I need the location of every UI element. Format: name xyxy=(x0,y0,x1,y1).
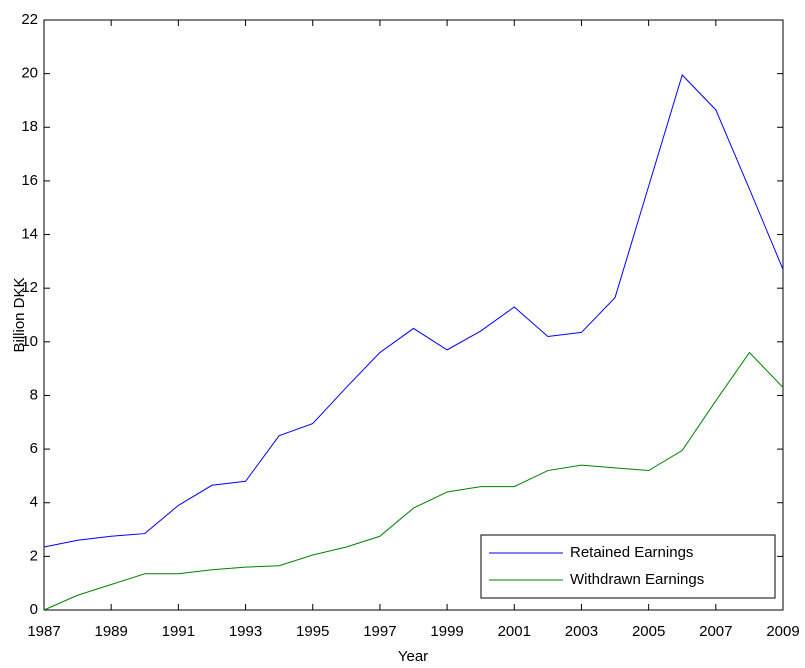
y-axis-label: Billion DKK xyxy=(11,277,28,352)
y-tick-label: 6 xyxy=(30,440,38,457)
y-tick-label: 4 xyxy=(30,494,38,511)
x-tick-label: 1995 xyxy=(296,623,329,640)
x-tick-label: 1991 xyxy=(162,623,195,640)
legend-label: Withdrawn Earnings xyxy=(570,571,704,588)
data-line xyxy=(43,351,784,611)
x-tick-label: 2005 xyxy=(632,623,665,640)
x-tick-label: 1999 xyxy=(430,623,463,640)
x-tick-label: 1989 xyxy=(94,623,127,640)
y-tick-label: 12 xyxy=(21,279,38,296)
x-tick-label: 1993 xyxy=(229,623,262,640)
y-tick-label: 16 xyxy=(21,172,38,189)
x-tick-label: 1997 xyxy=(363,623,396,640)
y-tick-label: 10 xyxy=(21,333,38,350)
y-tick-label: 14 xyxy=(21,226,38,243)
legend-label: Retained Earnings xyxy=(570,544,693,561)
y-tick-label: 8 xyxy=(30,386,38,403)
x-tick-label: 1987 xyxy=(27,623,60,640)
x-tick-label: 2009 xyxy=(766,623,799,640)
y-tick-label: 0 xyxy=(30,601,38,618)
legend-box xyxy=(480,534,776,599)
x-tick-label: 2003 xyxy=(565,623,598,640)
plot-area xyxy=(43,19,784,611)
data-line xyxy=(43,74,784,548)
x-tick-label: 2001 xyxy=(498,623,531,640)
x-axis-label: Year xyxy=(398,648,428,665)
x-tick-label: 2007 xyxy=(699,623,732,640)
y-tick-label: 22 xyxy=(21,11,38,28)
y-tick-label: 2 xyxy=(30,547,38,564)
y-tick-label: 18 xyxy=(21,118,38,135)
y-tick-label: 20 xyxy=(21,65,38,82)
